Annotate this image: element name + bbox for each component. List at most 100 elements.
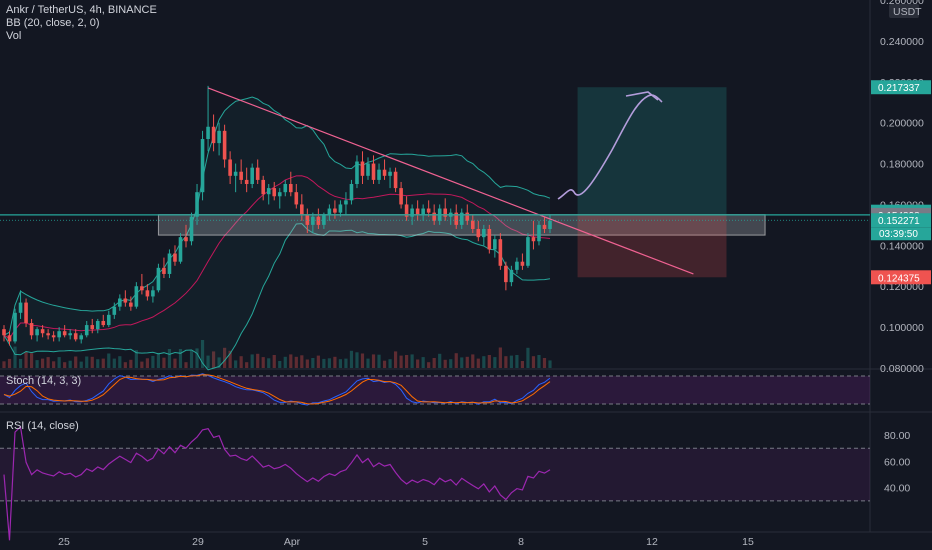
- volume-bar: [305, 359, 309, 368]
- candle-body: [90, 325, 95, 330]
- candle-body: [294, 192, 299, 205]
- candle-body: [355, 161, 359, 184]
- price-tick-label: 0.200000: [880, 118, 924, 130]
- volume-bar: [460, 357, 464, 368]
- candle-body: [349, 184, 354, 201]
- volume-bar: [63, 362, 67, 368]
- volume-bar: [438, 353, 442, 368]
- candle-body: [333, 208, 337, 213]
- volume-bar: [145, 358, 149, 368]
- volume-bar: [228, 350, 232, 368]
- candle-body: [509, 269, 514, 283]
- candle-body: [327, 208, 332, 215]
- price-tick-label: 0.180000: [880, 159, 924, 171]
- countdown-bg: [871, 227, 931, 241]
- volume-bar: [46, 357, 50, 368]
- candle-body: [548, 220, 552, 229]
- volume-bar: [515, 355, 519, 368]
- price-tick-label: 0.080000: [880, 363, 924, 375]
- candle-body: [261, 179, 266, 195]
- volume-indicator-label[interactable]: Vol: [6, 30, 22, 42]
- candle-body: [195, 192, 199, 217]
- volume-bar: [531, 356, 536, 368]
- volume-bar: [74, 356, 78, 368]
- symbol-title[interactable]: Ankr / TetherUS, 4h, BINANCE: [6, 4, 157, 16]
- candle-body: [366, 163, 370, 176]
- volume-bar: [151, 355, 155, 368]
- bb-upper-band: [3, 96, 551, 336]
- volume-bar: [189, 350, 194, 368]
- rsi-tick-label: 80.00: [884, 430, 910, 442]
- time-tick-label: 25: [58, 536, 70, 548]
- price-tag-label: 0.124375: [878, 273, 920, 284]
- volume-bar: [156, 352, 161, 368]
- volume-bar: [548, 360, 552, 368]
- volume-bar: [289, 354, 293, 368]
- time-tick-label: 15: [742, 536, 754, 548]
- volume-bar: [338, 359, 343, 368]
- candle-body: [233, 171, 238, 176]
- time-tick-label: 8: [518, 536, 524, 548]
- candle-body: [432, 212, 436, 221]
- volume-bar: [140, 361, 144, 368]
- volume-bar: [118, 356, 122, 368]
- volume-bar: [504, 356, 508, 368]
- candle-body: [239, 171, 243, 180]
- volume-bar: [90, 356, 94, 368]
- candle-body: [520, 261, 525, 266]
- volume-bar: [482, 356, 486, 368]
- volume-bar: [294, 356, 298, 368]
- volume-bar: [382, 360, 387, 368]
- volume-bar: [211, 351, 216, 368]
- candle-body: [542, 224, 547, 229]
- candle-body: [459, 212, 464, 225]
- candle-body: [415, 208, 420, 215]
- candle-body: [134, 286, 139, 307]
- volume-bar: [184, 362, 188, 368]
- rsi-indicator-label[interactable]: RSI (14, close): [6, 420, 79, 432]
- candle-body: [493, 239, 497, 250]
- candle-body: [162, 267, 166, 274]
- candle-body: [244, 179, 249, 184]
- chart-legend: Ankr / TetherUS, 4h, BINANCE BB (20, clo…: [6, 4, 157, 43]
- candle-body: [272, 188, 277, 197]
- volume-bar: [112, 358, 116, 368]
- bb-indicator-label[interactable]: BB (20, close, 2, 0): [6, 17, 100, 29]
- volume-bar: [355, 352, 359, 368]
- candle-body: [145, 290, 150, 297]
- candle-body: [13, 312, 17, 342]
- volume-bar: [245, 362, 249, 368]
- volume-bar: [24, 352, 28, 368]
- candle-body: [189, 216, 194, 242]
- volume-bar: [498, 347, 502, 368]
- volume-bar: [129, 359, 133, 368]
- candle-body: [84, 325, 89, 336]
- candle-body: [255, 167, 260, 180]
- candle-body: [487, 228, 492, 250]
- stoch-d-line: [3, 374, 551, 405]
- candle-body: [410, 208, 414, 217]
- candle-body: [311, 216, 315, 225]
- candle-body: [476, 228, 481, 238]
- volume-bar: [272, 355, 276, 368]
- stoch-indicator-label[interactable]: Stoch (14, 3, 3): [6, 375, 82, 387]
- candle-body: [371, 163, 376, 180]
- candle-body: [338, 204, 343, 213]
- volume-bar: [493, 357, 497, 368]
- price-tag-label: 0.217337: [878, 83, 920, 94]
- candle-body: [101, 320, 106, 326]
- volume-bar: [427, 362, 431, 368]
- volume-bar: [250, 354, 254, 368]
- candle-body: [388, 171, 392, 176]
- candle-body: [46, 333, 50, 336]
- price-tick-label: 0.100000: [880, 322, 924, 334]
- candle-body: [266, 188, 271, 195]
- candle-body: [106, 314, 111, 326]
- time-tick-label: 5: [422, 536, 428, 548]
- price-tag-bg: [871, 80, 931, 95]
- rsi-tick-label: 40.00: [884, 483, 910, 495]
- volume-bar: [134, 350, 138, 368]
- candles: [2, 85, 552, 346]
- volume-bar: [278, 361, 282, 368]
